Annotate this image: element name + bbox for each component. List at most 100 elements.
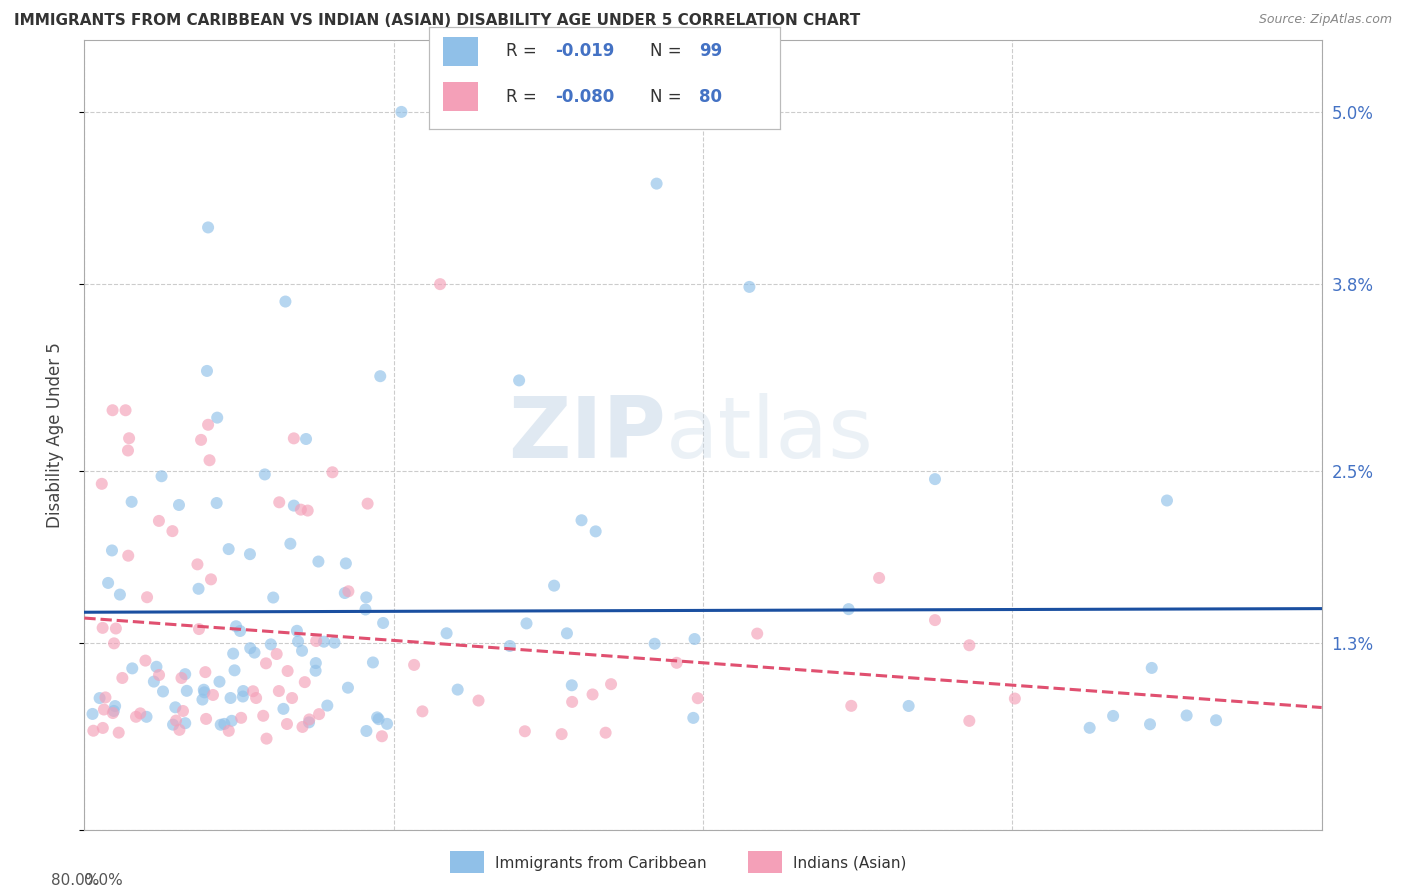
- Point: [550, 727, 572, 741]
- Point: [513, 724, 536, 739]
- Text: -0.019: -0.019: [555, 43, 614, 61]
- Point: [104, 699, 127, 714]
- Point: [267, 684, 290, 698]
- Point: [201, 688, 224, 702]
- Point: [253, 467, 276, 482]
- Point: [134, 654, 156, 668]
- Text: R =: R =: [506, 43, 543, 61]
- Text: atlas: atlas: [666, 393, 875, 476]
- Point: [187, 582, 209, 596]
- Point: [91, 721, 114, 735]
- Text: N =: N =: [650, 43, 688, 61]
- Point: [121, 495, 143, 509]
- Point: [152, 684, 174, 698]
- Point: [229, 624, 252, 638]
- Point: [222, 647, 245, 661]
- Point: [467, 693, 489, 707]
- Point: [276, 717, 298, 731]
- Point: [665, 656, 688, 670]
- Point: [645, 177, 668, 191]
- Point: [101, 403, 124, 417]
- Point: [297, 503, 319, 517]
- Point: [191, 692, 214, 706]
- Point: [368, 369, 391, 384]
- Point: [97, 576, 120, 591]
- Point: [1140, 661, 1163, 675]
- Point: [165, 700, 187, 714]
- Text: N =: N =: [650, 87, 688, 105]
- Point: [148, 514, 170, 528]
- Point: [269, 495, 291, 509]
- Point: [561, 695, 583, 709]
- Point: [336, 681, 359, 695]
- Point: [335, 557, 357, 571]
- Point: [287, 634, 309, 648]
- Point: [162, 524, 184, 538]
- Text: 80.0%: 80.0%: [52, 873, 100, 888]
- Point: [200, 572, 222, 586]
- Point: [543, 579, 565, 593]
- Point: [274, 294, 297, 309]
- Point: [103, 636, 125, 650]
- Point: [218, 723, 240, 738]
- Point: [295, 432, 318, 446]
- Point: [1139, 717, 1161, 731]
- Point: [581, 688, 603, 702]
- Point: [323, 635, 346, 649]
- Point: [304, 664, 326, 678]
- Point: [298, 713, 321, 727]
- Bar: [443, 82, 478, 111]
- Point: [94, 690, 117, 705]
- Point: [114, 403, 136, 417]
- Point: [209, 717, 232, 731]
- Point: [266, 647, 288, 661]
- Point: [193, 685, 215, 699]
- Point: [838, 602, 860, 616]
- Text: ZIP: ZIP: [508, 393, 666, 476]
- Point: [356, 497, 378, 511]
- Point: [1004, 691, 1026, 706]
- Point: [1175, 708, 1198, 723]
- Point: [595, 725, 617, 739]
- Point: [321, 465, 343, 479]
- Point: [298, 715, 321, 730]
- Point: [1102, 709, 1125, 723]
- Text: Indians (Asian): Indians (Asian): [793, 855, 907, 871]
- Point: [170, 671, 193, 685]
- Point: [924, 472, 946, 486]
- Point: [167, 498, 190, 512]
- Point: [162, 717, 184, 731]
- Point: [111, 671, 134, 685]
- Bar: [443, 37, 478, 66]
- Point: [508, 373, 530, 387]
- Point: [273, 702, 295, 716]
- Point: [367, 712, 389, 726]
- Point: [214, 717, 236, 731]
- Point: [129, 706, 152, 721]
- Point: [738, 280, 761, 294]
- Point: [242, 684, 264, 698]
- Point: [1078, 721, 1101, 735]
- Point: [957, 714, 980, 728]
- Point: [499, 639, 522, 653]
- Point: [285, 624, 308, 638]
- Point: [243, 646, 266, 660]
- Point: [219, 690, 242, 705]
- Point: [375, 717, 398, 731]
- Point: [186, 558, 208, 572]
- Point: [197, 417, 219, 432]
- Point: [561, 678, 583, 692]
- Point: [195, 712, 218, 726]
- Point: [174, 716, 197, 731]
- Point: [555, 626, 578, 640]
- Point: [404, 657, 426, 672]
- Point: [354, 602, 377, 616]
- Point: [260, 637, 283, 651]
- Point: [291, 644, 314, 658]
- Point: [245, 691, 267, 706]
- Point: [254, 657, 277, 671]
- Point: [868, 571, 890, 585]
- Point: [104, 622, 127, 636]
- Point: [165, 714, 187, 728]
- Point: [280, 537, 302, 551]
